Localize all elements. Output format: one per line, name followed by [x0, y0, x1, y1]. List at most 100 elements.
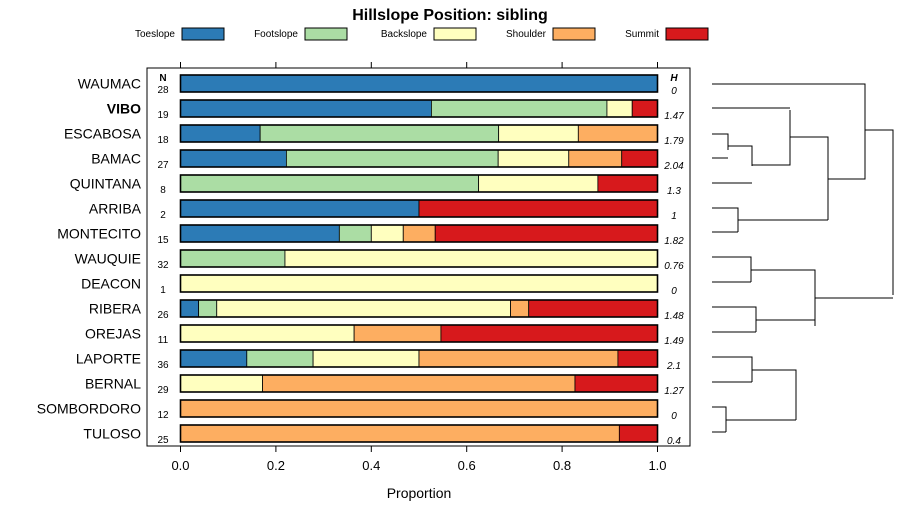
row-label: DEACON [81, 276, 141, 292]
bar-segment-shoulder [577, 124, 658, 143]
bar-segment-toeslope [180, 299, 200, 318]
column-headers: N H [159, 73, 678, 84]
row-n-value: 15 [157, 235, 169, 246]
row-label: WAUMAC [78, 76, 141, 92]
row-n-value: 11 [158, 335, 169, 346]
bar-segment-summit [618, 424, 658, 443]
bar-segment-summit [528, 299, 658, 318]
bar-outline [179, 149, 659, 168]
bar-outline [179, 124, 659, 143]
bar-segment-summit [597, 174, 658, 193]
bar-segment-summit [631, 99, 658, 118]
bar-segment-footslope [180, 174, 480, 193]
dendrogram-branch [790, 136, 829, 220]
bar-segment-toeslope [180, 224, 340, 243]
dendrogram-branch [712, 406, 727, 432]
bar-segment-shoulder [180, 399, 658, 418]
row-h-value: 1.27 [664, 386, 684, 397]
bar-outline [179, 199, 659, 218]
chart-row: BAMAC 27 2.04 [91, 149, 684, 172]
bar-segment-backslope [478, 174, 599, 193]
dendrogram-branch [712, 356, 753, 382]
row-h-value: 2.04 [663, 161, 684, 172]
dendrogram-branch [751, 269, 816, 326]
bar-segment-toeslope [180, 199, 420, 218]
dendrogram-branch [828, 129, 894, 295]
bar-segment-backslope [497, 149, 570, 168]
row-n-value: 12 [157, 410, 169, 421]
bar-outline [179, 99, 659, 118]
bar-segment-footslope [285, 149, 499, 168]
bar-segment-summit [621, 149, 658, 168]
chart-title: Hillslope Position: sibling [352, 7, 548, 24]
row-h-value: 0.76 [664, 261, 684, 272]
legend-label-summit: Summit [625, 29, 659, 40]
row-label: ESCABOSA [64, 126, 142, 142]
row-label: WAUQUIE [75, 251, 141, 267]
chart-row: ARRIBA 2 1 [89, 199, 677, 222]
bar-segment-footslope [246, 349, 314, 368]
bar-segment-shoulder [353, 324, 442, 343]
row-h-value: 1.49 [664, 336, 684, 347]
bar-segment-toeslope [180, 74, 658, 93]
bar-outline [179, 374, 659, 393]
bar-outline [179, 399, 659, 418]
n-header: N [159, 73, 166, 84]
legend-label-footslope: Footslope [254, 29, 298, 40]
dendrogram-branch [712, 207, 739, 232]
bar-segment-shoulder [568, 149, 623, 168]
bar-segment-summit [434, 224, 658, 243]
bar-outline [179, 74, 659, 93]
bar-outline [179, 424, 659, 443]
row-n-value: 26 [157, 310, 169, 321]
row-n-value: 2 [160, 210, 166, 221]
chart-row: OREJAS 11 1.49 [85, 324, 684, 347]
row-label: BAMAC [91, 151, 141, 167]
row-h-value: 1.82 [664, 236, 684, 247]
bar-segment-shoulder [418, 349, 619, 368]
dendrogram [712, 83, 894, 433]
x-tick-label: 0.6 [458, 458, 476, 473]
row-n-value: 19 [157, 110, 169, 121]
chart-row: MONTECITO 15 1.82 [57, 224, 684, 247]
row-label: QUINTANA [70, 176, 142, 192]
row-label: MONTECITO [57, 226, 141, 242]
row-h-value: 2.1 [666, 361, 681, 372]
legend-label-toeslope: Toeslope [135, 29, 175, 40]
bar-segment-backslope [180, 374, 263, 393]
h-header: H [670, 73, 678, 84]
row-n-value: 28 [157, 85, 169, 96]
bar-segment-toeslope [180, 149, 287, 168]
chart-row: RIBERA 26 1.48 [89, 299, 684, 322]
bar-segment-footslope [338, 224, 372, 243]
bar-segment-toeslope [180, 349, 248, 368]
bar-outline [179, 324, 659, 343]
legend-swatch-backslope [433, 27, 477, 41]
legend-swatch-footslope [304, 27, 348, 41]
legend-swatch-shoulder [552, 27, 596, 41]
row-n-value: 29 [157, 385, 169, 396]
chart-row: WAUQUIE 32 0.76 [75, 249, 684, 272]
bar-segment-footslope [198, 299, 218, 318]
bar-outline [179, 224, 659, 243]
bar-outline [179, 249, 659, 268]
row-n-value: 1 [160, 285, 166, 296]
bar-segment-summit [574, 374, 658, 393]
legend-label-backslope: Backslope [381, 29, 428, 40]
bar-outline [179, 299, 659, 318]
row-n-value: 18 [157, 135, 169, 146]
row-label: LAPORTE [76, 351, 141, 367]
row-n-value: 36 [157, 360, 169, 371]
bar-outline [179, 349, 659, 368]
bar-segment-shoulder [510, 299, 530, 318]
legend-swatch-summit [665, 27, 709, 41]
bar-segment-backslope [180, 324, 355, 343]
chart-row: ESCABOSA 18 1.79 [64, 124, 684, 147]
bar-segment-summit [418, 199, 658, 218]
x-axis: 0.0 0.2 0.4 0.6 0.8 1.0 [171, 62, 667, 473]
bar-segment-footslope [431, 99, 608, 118]
row-h-value: 1.79 [664, 136, 684, 147]
chart-row: DEACON 1 0 [81, 274, 677, 297]
chart-row: LAPORTE 36 2.1 [76, 349, 681, 372]
